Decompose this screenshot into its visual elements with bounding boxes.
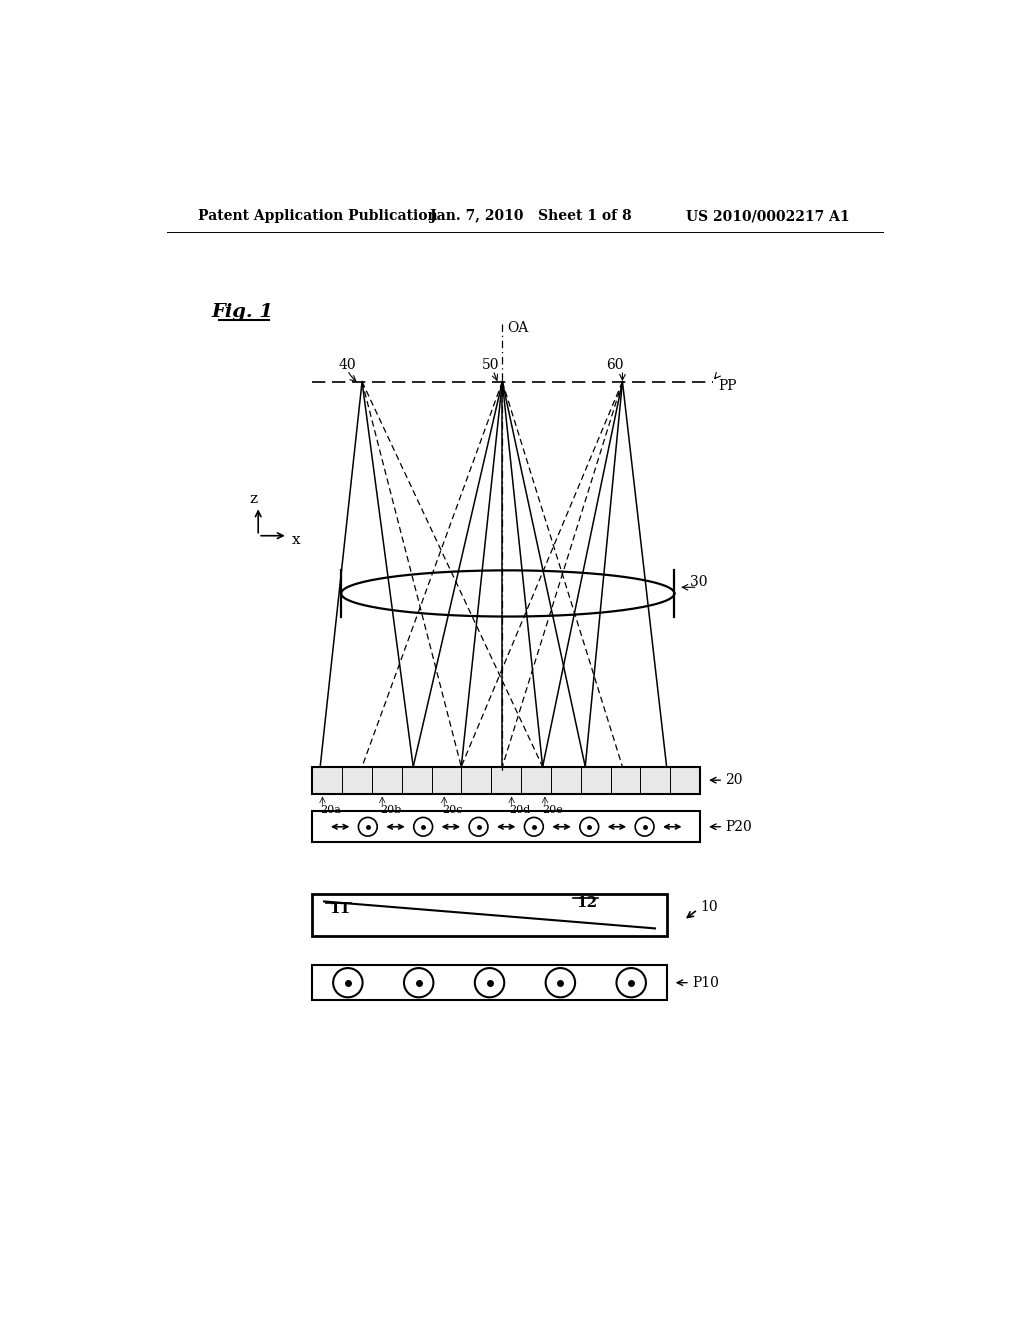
Text: Fig. 1: Fig. 1	[212, 304, 273, 321]
Text: 20c: 20c	[442, 805, 463, 816]
Text: P20: P20	[726, 820, 753, 834]
Text: x: x	[292, 533, 301, 548]
Text: 12: 12	[575, 896, 597, 909]
Text: P10: P10	[692, 975, 719, 990]
Text: PP: PP	[719, 379, 737, 392]
Text: 50: 50	[482, 358, 500, 372]
Text: 11: 11	[330, 902, 351, 916]
Text: Jan. 7, 2010   Sheet 1 of 8: Jan. 7, 2010 Sheet 1 of 8	[430, 209, 632, 223]
Text: 20e: 20e	[543, 805, 563, 816]
Text: 30: 30	[690, 576, 708, 589]
Text: 60: 60	[606, 358, 624, 372]
Bar	[312, 894, 667, 936]
Text: Patent Application Publication: Patent Application Publication	[198, 209, 437, 223]
Text: 20b: 20b	[380, 805, 401, 816]
Bar	[312, 767, 700, 793]
Text: 20: 20	[726, 774, 743, 787]
Text: OA: OA	[507, 321, 528, 335]
Text: US 2010/0002217 A1: US 2010/0002217 A1	[686, 209, 850, 223]
Text: 10: 10	[700, 900, 719, 915]
Text: 20a: 20a	[321, 805, 341, 816]
Bar	[312, 812, 700, 842]
Text: 40: 40	[339, 358, 356, 372]
Text: z: z	[249, 492, 257, 506]
Bar	[312, 965, 667, 1001]
Text: 20d: 20d	[509, 805, 530, 816]
